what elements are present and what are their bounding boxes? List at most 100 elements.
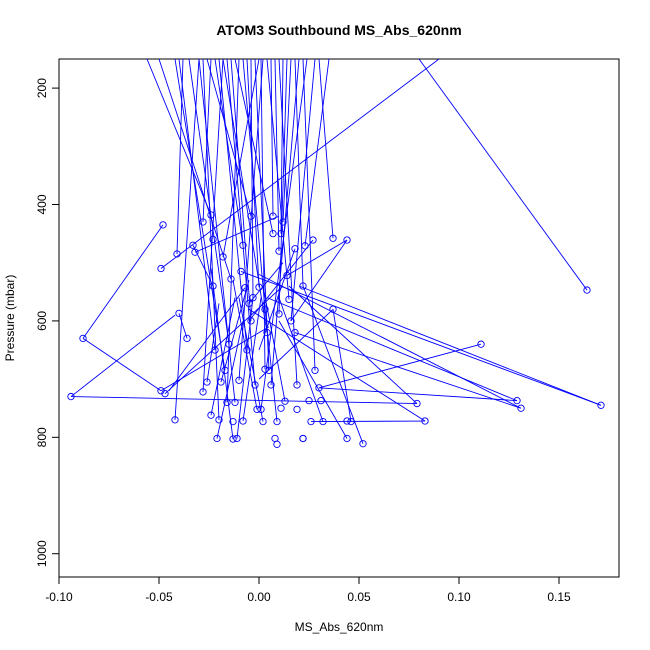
series-line-segment bbox=[202, 59, 224, 392]
series-line-segment bbox=[278, 320, 348, 439]
series-line-segment bbox=[318, 343, 482, 389]
data-point bbox=[217, 378, 225, 386]
data-point bbox=[233, 434, 241, 443]
series-line-segment bbox=[176, 59, 184, 254]
data-point bbox=[291, 328, 299, 337]
data-point bbox=[329, 234, 337, 242]
series-line-segment bbox=[160, 326, 270, 392]
series-line-segment bbox=[298, 285, 602, 406]
series-line-segment bbox=[294, 332, 522, 409]
data-point bbox=[239, 241, 247, 249]
x-axis-label: MS_Abs_620nm bbox=[295, 620, 384, 634]
data-point bbox=[311, 366, 319, 375]
data-point bbox=[263, 328, 271, 337]
data-point bbox=[513, 396, 521, 405]
data-point bbox=[211, 346, 219, 354]
data-point bbox=[477, 340, 485, 348]
data-point bbox=[225, 340, 233, 348]
y-tick-label: 200 bbox=[35, 78, 49, 98]
data-point bbox=[227, 275, 235, 283]
data-point bbox=[271, 434, 279, 443]
x-tick-label: -0.05 bbox=[145, 590, 173, 604]
series-line-segment bbox=[70, 396, 418, 405]
series-line-segment bbox=[214, 59, 244, 246]
data-point bbox=[273, 417, 281, 426]
series-line-segment bbox=[210, 297, 236, 416]
data-point bbox=[231, 398, 239, 407]
series-line-segment bbox=[168, 287, 246, 392]
series-line-segment bbox=[260, 59, 266, 370]
series-line-segment bbox=[146, 59, 212, 216]
series-line-segment bbox=[240, 271, 602, 406]
data-point bbox=[319, 417, 327, 426]
data-point bbox=[307, 417, 315, 426]
data-point bbox=[239, 417, 247, 425]
data-point bbox=[249, 293, 257, 302]
data-point bbox=[175, 309, 183, 317]
data-point bbox=[235, 376, 243, 384]
series-line-segment bbox=[310, 420, 426, 423]
data-point bbox=[207, 411, 215, 419]
data-point bbox=[261, 305, 269, 313]
series-line-segment bbox=[248, 262, 284, 304]
data-point bbox=[157, 264, 165, 273]
y-axis-label: Pressure (mbar) bbox=[3, 275, 17, 362]
series-line-segment bbox=[230, 59, 252, 321]
data-point bbox=[269, 212, 277, 220]
data-point bbox=[183, 334, 191, 343]
series-line-segment bbox=[70, 314, 176, 397]
y-axis: 200 400 600 800 1000 bbox=[35, 78, 60, 567]
series-line-segment bbox=[238, 297, 264, 422]
data-point bbox=[287, 317, 295, 325]
data-point bbox=[299, 282, 307, 290]
data-point bbox=[343, 434, 351, 443]
series-line-segment bbox=[236, 297, 254, 439]
x-tick-label: 0.00 bbox=[247, 590, 271, 604]
series-line-segment bbox=[218, 59, 248, 351]
x-tick-label: 0.10 bbox=[447, 590, 471, 604]
data-point bbox=[281, 397, 289, 405]
data-point bbox=[171, 416, 179, 424]
series-line-segment bbox=[220, 280, 250, 383]
series-line-segment bbox=[82, 224, 164, 339]
data-point bbox=[291, 245, 299, 253]
data-point bbox=[269, 229, 277, 238]
series-line-segment bbox=[282, 59, 292, 222]
data-point bbox=[229, 417, 237, 426]
x-tick-label: 0.15 bbox=[547, 590, 571, 604]
data-point bbox=[221, 366, 229, 375]
data-point bbox=[267, 381, 275, 389]
data-point bbox=[275, 310, 283, 318]
data-point bbox=[237, 267, 245, 276]
series-line-segment bbox=[274, 59, 280, 252]
series-line-segment bbox=[178, 59, 216, 351]
y-tick-label: 400 bbox=[35, 194, 49, 214]
data-point bbox=[279, 218, 287, 226]
data-point bbox=[597, 401, 605, 409]
data-point bbox=[157, 387, 165, 395]
data-point bbox=[283, 271, 291, 280]
series-line-segment bbox=[202, 59, 212, 222]
series-line-segment bbox=[174, 59, 200, 420]
data-point bbox=[215, 416, 223, 424]
data-point bbox=[305, 396, 313, 405]
series-line-segment bbox=[290, 239, 348, 322]
series-line-segment bbox=[216, 320, 244, 439]
data-point bbox=[275, 247, 283, 255]
series-line-segment bbox=[258, 273, 522, 409]
data-point bbox=[277, 229, 285, 238]
series-line-segment bbox=[280, 59, 284, 234]
data-point bbox=[421, 417, 429, 425]
data-point bbox=[293, 381, 301, 389]
data-point bbox=[191, 248, 199, 256]
series-line-segment bbox=[206, 59, 252, 217]
data-point bbox=[317, 396, 325, 405]
series-line-segment bbox=[318, 387, 518, 402]
series-line-segment bbox=[286, 239, 348, 276]
data-point bbox=[199, 218, 207, 226]
data-point bbox=[343, 236, 351, 244]
data-point bbox=[189, 241, 197, 249]
series-line-segment bbox=[164, 285, 284, 394]
data-point bbox=[241, 284, 249, 292]
